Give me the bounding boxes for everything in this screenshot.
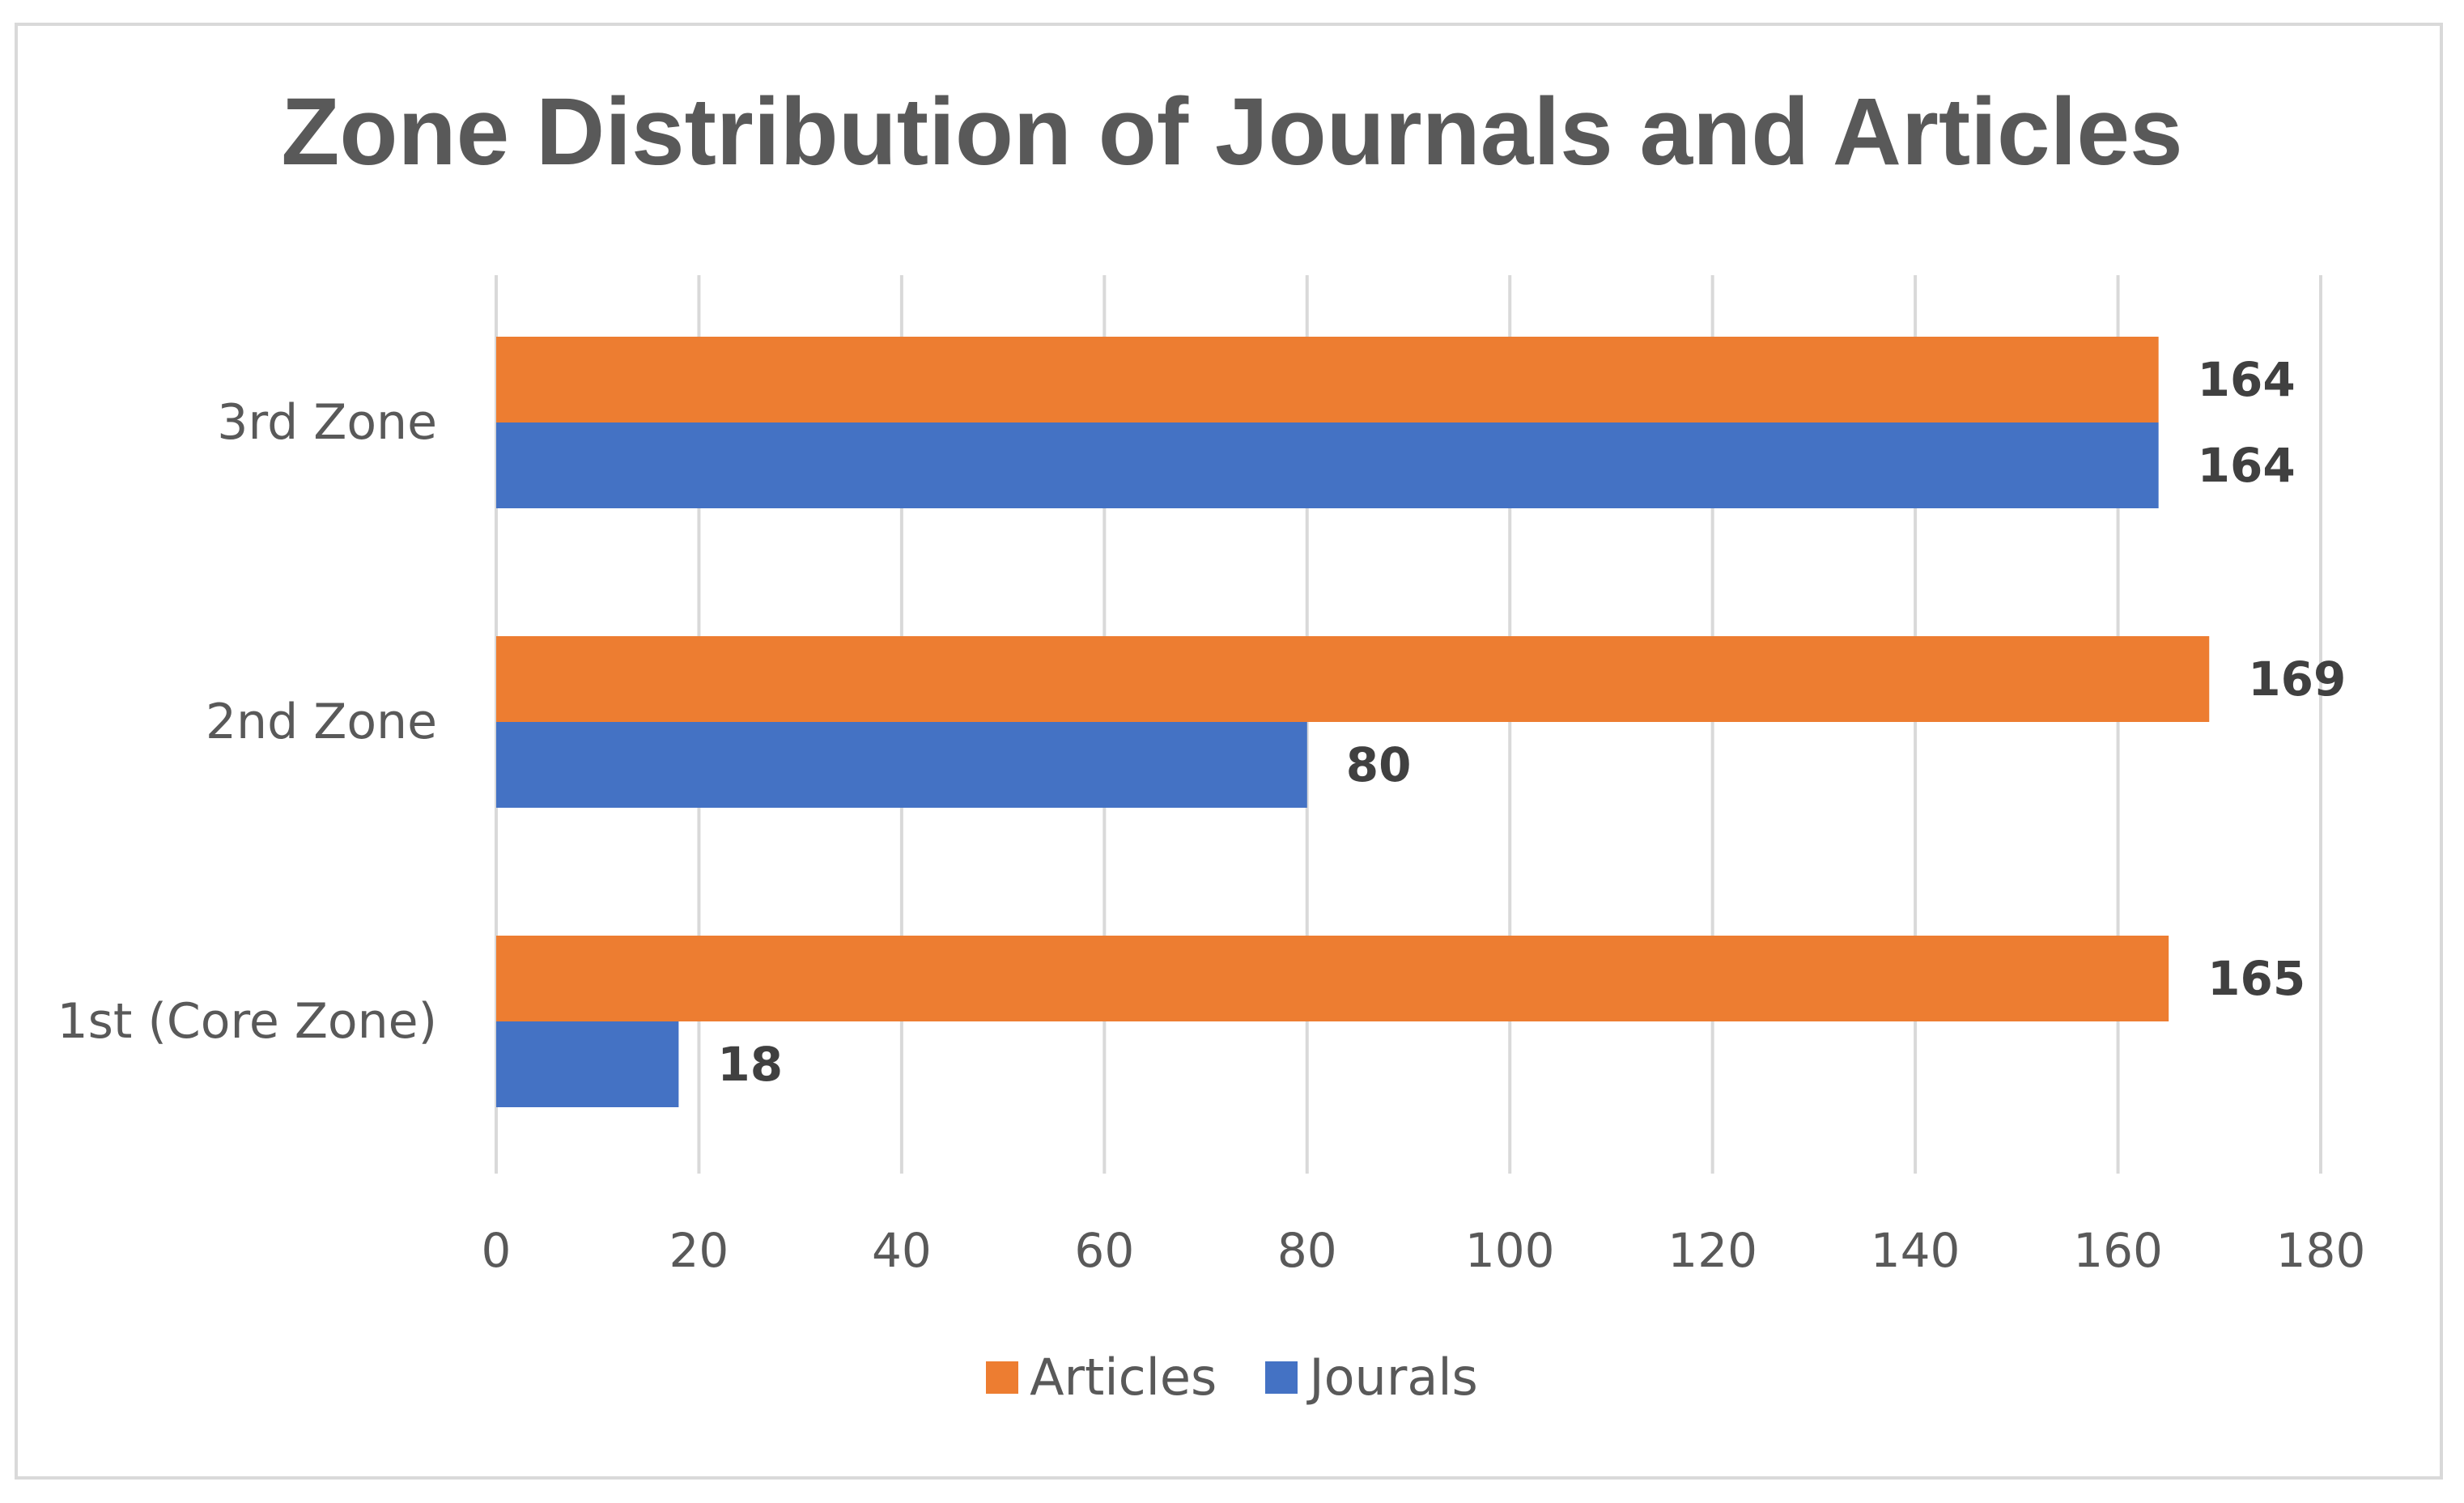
data-labels: 165 18 169 80 164 164 (717, 352, 2346, 1092)
legend-swatch-articles (986, 1361, 1019, 1394)
category-labels: 1st (Core Zone) 2nd Zone 3rd Zone (57, 394, 437, 1050)
bar-jourals-2 (496, 422, 2159, 508)
x-tick-label-120: 120 (1667, 1223, 1757, 1278)
x-tick-label-0: 0 (482, 1223, 512, 1278)
legend-item-articles: Articles (986, 1348, 1217, 1407)
category-label: 1st (Core Zone) (57, 993, 437, 1050)
x-tick-label-80: 80 (1277, 1223, 1337, 1278)
legend: Articles Jourals (0, 1348, 2464, 1407)
data-label-articles-0: 165 (2207, 951, 2305, 1006)
bar-articles-0 (496, 936, 2169, 1021)
data-label-jourals-0: 18 (717, 1037, 783, 1092)
x-tick-label-180: 180 (2276, 1223, 2366, 1278)
bar-articles-2 (496, 337, 2159, 422)
x-tick-label-100: 100 (1465, 1223, 1555, 1278)
data-label-articles-2: 164 (2198, 352, 2296, 407)
legend-swatch-jourals (1265, 1361, 1298, 1394)
x-tick-label-160: 160 (2073, 1223, 2163, 1278)
category-label: 2nd Zone (206, 694, 437, 750)
legend-item-jourals: Jourals (1265, 1348, 1478, 1407)
chart-title: Zone Distribution of Journals and Articl… (281, 79, 2183, 185)
data-label-jourals-1: 80 (1346, 737, 1412, 792)
bar-articles-1 (496, 636, 2210, 722)
bar-jourals-0 (496, 1021, 679, 1107)
legend-label-jourals: Jourals (1309, 1348, 1478, 1407)
bars (496, 337, 2210, 1107)
category-label: 3rd Zone (217, 394, 437, 451)
data-label-articles-1: 169 (2248, 652, 2346, 707)
legend-label-articles: Articles (1030, 1348, 1217, 1407)
x-tick-label-140: 140 (1871, 1223, 1961, 1278)
x-tick-labels: 0 20 40 60 80 100 120 140 160 180 (482, 1223, 2366, 1278)
x-tick-label-40: 40 (872, 1223, 932, 1278)
x-tick-label-20: 20 (669, 1223, 729, 1278)
bar-jourals-1 (496, 722, 1307, 808)
x-tick-label-60: 60 (1074, 1223, 1134, 1278)
data-label-jourals-2: 164 (2198, 438, 2296, 493)
